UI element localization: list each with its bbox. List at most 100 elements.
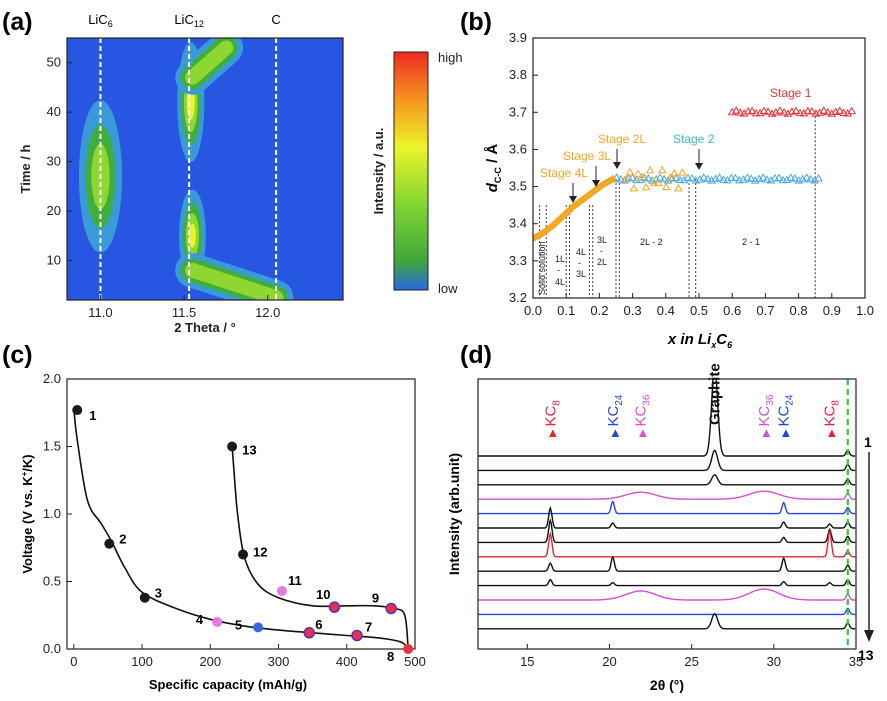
y-tick-label-6: 3.8 — [509, 67, 527, 82]
scan-point-label-7: 7 — [365, 620, 372, 635]
series-1-point-2 — [616, 175, 625, 183]
scan-point-label-5: 5 — [235, 617, 242, 632]
scan-point-label-11: 11 — [288, 573, 302, 588]
y-tick-label-3: 1.5 — [43, 439, 61, 454]
series-0-point-29 — [843, 109, 853, 117]
scan-point-8 — [403, 644, 414, 654]
y-axis-title-c-sup: + — [20, 471, 29, 476]
scan-12-pattern — [478, 607, 856, 616]
series-2-point-14 — [678, 168, 687, 176]
x-axis-title-d: 2θ (°) — [650, 677, 684, 693]
plot-frame-c — [66, 378, 416, 650]
series-0-point-5 — [747, 106, 757, 115]
series-0-point-9 — [763, 107, 773, 115]
scan-point-6 — [303, 627, 315, 639]
panel-d-label: (d) — [460, 341, 492, 369]
scan-point-9 — [385, 602, 397, 615]
x-tick-label-2: 0.2 — [590, 303, 608, 318]
x-tick-label-1: 20 — [602, 654, 616, 669]
interlayer-distance-series — [533, 106, 857, 242]
peak-label-5: ▶ KC24 — [776, 394, 796, 437]
y-tick-label-4: 50 — [47, 55, 61, 70]
y-tick-label-0: 3.2 — [509, 290, 527, 305]
peak-label-marker-1: ▶ — [610, 427, 621, 437]
scan-point-1 — [72, 405, 83, 416]
x-axis-title-post: C — [716, 331, 728, 348]
series-0-point-20 — [807, 107, 817, 115]
xrd-scans — [478, 379, 856, 649]
scan-point-label-12: 12 — [253, 545, 267, 560]
peak-label-text-3: Graphite — [707, 363, 724, 425]
series-0-point-24 — [823, 107, 833, 116]
x-tick-label-0: 11.0 — [88, 305, 112, 320]
peak-label-text-0: KC — [542, 406, 559, 427]
phase-label-sub-0: 6 — [108, 19, 113, 29]
peak-label-text-2: KC — [633, 406, 650, 427]
series-1-point-38 — [758, 173, 768, 181]
y-axis-title-sub: C-C — [493, 167, 503, 183]
y-tick-label-4: 3.6 — [509, 141, 527, 156]
plot-axes-d: 15 20 25 30 35 — [520, 644, 863, 669]
series-1-point-20 — [687, 173, 697, 182]
y-axis-title-c-main: Voltage (V vs. K — [20, 476, 35, 574]
region-4l-3l-c: 3L — [576, 269, 586, 279]
phase-lines: LiC6 LiC12 C — [88, 12, 281, 300]
scan-point-13 — [227, 441, 238, 452]
x-tick-label-9: 0.9 — [823, 303, 841, 318]
scan-1-pattern — [478, 379, 856, 457]
peak-label-0: ▶ KC8 — [542, 400, 562, 437]
plot-frame-d — [477, 378, 857, 650]
y-axis-title: dC-C / Å — [484, 144, 503, 193]
series-2-point-11 — [665, 173, 675, 181]
scan-order-arrowhead — [864, 630, 874, 642]
peak-label-marker-2: ▶ — [638, 427, 649, 437]
colorbar — [393, 51, 429, 291]
y-tick-label-1: 3.3 — [509, 253, 527, 268]
scan-11-pattern — [478, 588, 856, 601]
x-tick-label-5: 0.5 — [690, 303, 708, 318]
peak-label-2: ▶ KC36 — [633, 394, 653, 437]
series-1-point-51 — [810, 176, 819, 184]
y-axis-title-c-end: /K) — [20, 454, 35, 471]
panel-b-label: (b) — [460, 8, 492, 36]
series-0-point-17 — [795, 108, 805, 117]
panel-a-label: (a) — [2, 8, 33, 36]
y-tick-label-0: 0.0 — [43, 641, 61, 656]
series-1-point-25 — [707, 176, 717, 184]
peak-label-text-4: KC — [756, 406, 773, 427]
series-2-point-8 — [653, 178, 663, 187]
phase-label-0: LiC6 — [88, 12, 113, 29]
stage-4l-label: Stage 4L — [540, 166, 588, 180]
scan-point-3 — [139, 592, 150, 603]
scan-last-label: 13 — [858, 647, 874, 663]
scan-9-pattern — [478, 555, 856, 572]
intensity-blob-3-level-3 — [188, 223, 196, 248]
scan-13-pattern — [478, 612, 856, 630]
stage-2-label: Stage 2 — [673, 132, 715, 146]
scan-point-label-13: 13 — [242, 443, 256, 458]
peak-label-4: ▶ KC36 — [756, 394, 776, 437]
x-tick-label-3: 30 — [767, 654, 781, 669]
region-1l-4l-a: 1L — [555, 254, 565, 264]
x-axis-title-x: x — [710, 340, 717, 350]
region-3l-2l-b: - — [600, 246, 603, 256]
arrowhead-stage-2l — [613, 162, 621, 169]
scan-5-pattern — [478, 500, 856, 515]
phase-label-sub-1: 12 — [194, 19, 204, 29]
x-tick-label-5: 500 — [404, 654, 426, 669]
y-tick-label-1: 20 — [47, 203, 61, 218]
phase-label-2: C — [271, 12, 280, 27]
y-tick-label-7: 3.9 — [509, 30, 527, 45]
x-axis-title-sub: 6 — [727, 340, 733, 350]
series-0-point-27 — [835, 106, 845, 114]
scan-point-7 — [351, 629, 363, 642]
y-tick-label-3: 40 — [47, 104, 61, 119]
peak-label-sub-2: 36 — [642, 394, 653, 406]
x-tick-label-4: 400 — [336, 654, 358, 669]
x-tick-label-2: 200 — [199, 654, 221, 669]
discharge-curve — [73, 408, 409, 649]
region-3l-2l-a: 3L — [597, 235, 607, 245]
heatmap-axes: 11.0 11.5 12.0 10 20 30 40 50 — [47, 55, 281, 320]
x-tick-label-10: 1.0 — [856, 303, 874, 318]
